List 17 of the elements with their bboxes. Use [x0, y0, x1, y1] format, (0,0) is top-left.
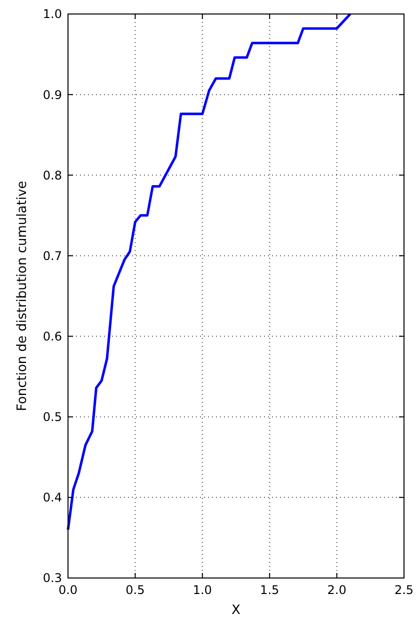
x-tick-label: 0.0 [58, 583, 78, 597]
x-axis-title: X [232, 603, 241, 618]
y-tick-label: 0.6 [42, 329, 62, 344]
y-tick-label: 0.7 [42, 248, 62, 263]
x-tick-label: 0.5 [126, 583, 145, 597]
y-axis-title: Fonction de distribution cumulative [15, 180, 30, 412]
y-tick-label: 0.9 [42, 88, 62, 102]
y-tick-label: 0.4 [42, 490, 62, 505]
y-tick-label: 1.0 [42, 7, 62, 22]
y-tick-label: 0.8 [42, 168, 62, 182]
x-tick-label: 1.5 [260, 583, 280, 597]
y-tick-label: 0.5 [42, 410, 62, 424]
line-series [66, 12, 352, 531]
x-tick-label: 1.0 [192, 583, 212, 597]
y-tick-label: 0.3 [42, 571, 62, 586]
x-tick-label: 2.0 [327, 583, 346, 597]
x-tick-label: 2.5 [394, 583, 414, 597]
